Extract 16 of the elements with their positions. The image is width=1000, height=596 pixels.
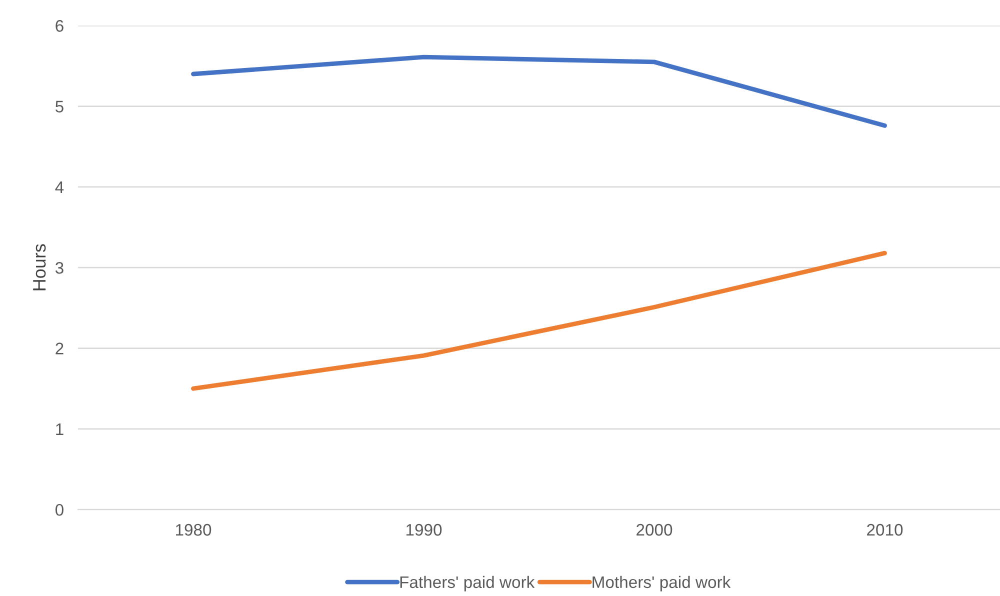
line-series [191,250,887,391]
y-tick-label: 2 [56,342,64,354]
y-tick-label: 4 [55,182,64,193]
x-tick-label: 1980 [176,524,212,536]
y-tick-label: 1 [56,423,64,435]
line-series [191,54,887,128]
y-tick-label: 3 [55,262,64,274]
legend-label: Mothers' paid work [592,576,731,592]
y-tick-label: 5 [56,100,64,112]
x-tick-label: 2000 [636,524,672,536]
legend-label: Fathers' paid work [400,576,535,592]
x-tick-label: 2010 [867,524,903,536]
y-axis-title: Hours [33,244,46,290]
x-tick-label: 1990 [406,524,442,536]
y-tick-label: 0 [55,504,64,516]
y-tick-label: 6 [56,20,64,32]
